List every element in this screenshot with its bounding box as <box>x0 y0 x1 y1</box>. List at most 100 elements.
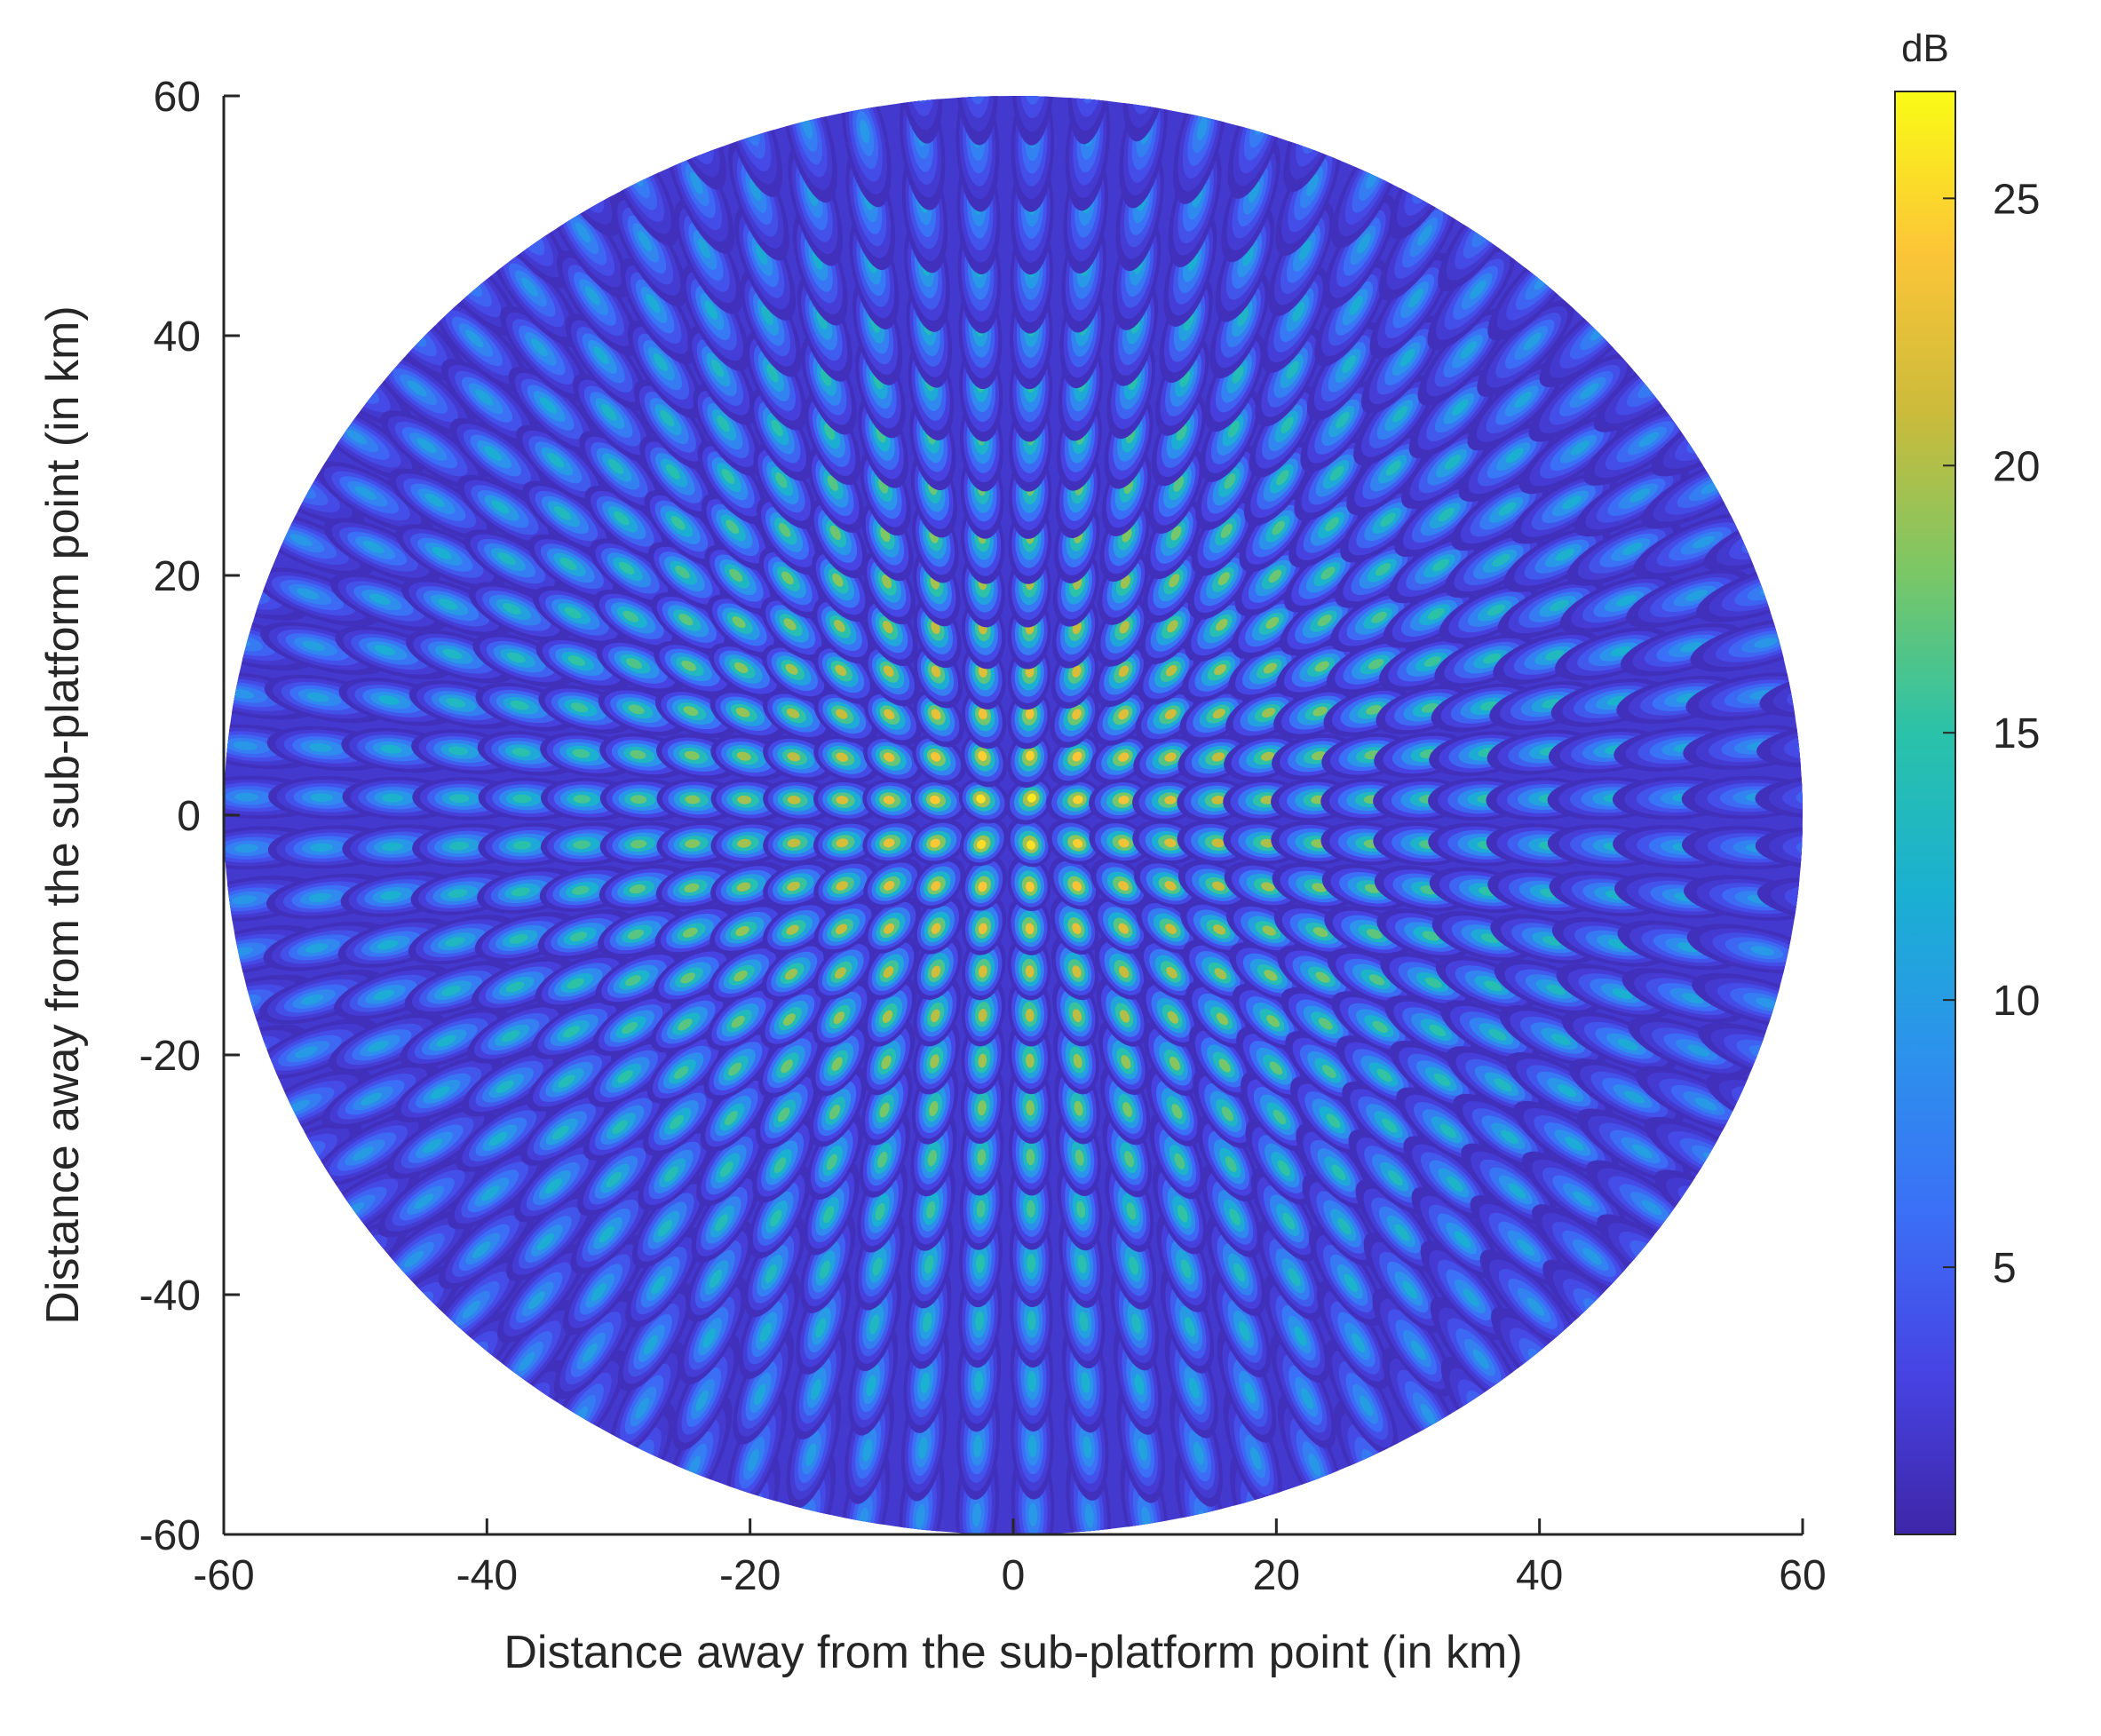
colorbar-tick-label: 10 <box>1993 978 2040 1025</box>
beam-ring <box>731 1015 745 1028</box>
beam-spot <box>472 633 575 687</box>
beam-ring <box>715 1214 728 1232</box>
beam-ring <box>908 40 930 90</box>
beam-ring <box>430 1086 450 1099</box>
beam-ring <box>1022 96 1045 105</box>
beam-spot <box>258 969 385 1025</box>
beam-spot <box>643 1077 722 1156</box>
beam-spot <box>562 1234 646 1336</box>
beam-ring <box>736 882 751 892</box>
beam-ring <box>501 1030 520 1042</box>
beam-ring <box>651 1275 666 1295</box>
beam-ring <box>310 843 333 852</box>
beam-spot <box>455 1096 556 1172</box>
beam-ring <box>617 1070 633 1083</box>
beam-ring <box>369 593 391 606</box>
beam-ring <box>735 925 749 937</box>
beam-spot <box>565 313 649 412</box>
beam-ring <box>462 1300 481 1319</box>
beam-spot <box>432 297 532 394</box>
x-tick-label: 20 <box>1253 1552 1300 1599</box>
beam-spot <box>490 242 582 348</box>
beam-ring <box>625 658 642 669</box>
beam-ring <box>653 353 668 372</box>
beam-spot <box>260 622 386 676</box>
beam-ring <box>1810 789 1859 805</box>
beam-spot <box>531 996 626 1059</box>
beam-ring <box>509 934 528 944</box>
beam-ring <box>234 844 258 853</box>
beam-spot <box>584 486 671 561</box>
beam-spot <box>579 431 664 514</box>
beam-spot <box>653 946 735 1004</box>
beam-spot <box>595 948 684 1006</box>
beam-ring <box>1796 785 1803 808</box>
beam-spot <box>520 1089 614 1166</box>
beam-ring <box>971 52 981 77</box>
beam-spot <box>638 1125 716 1211</box>
beam-ring <box>685 795 701 805</box>
beam-spot <box>328 1011 446 1074</box>
beam-spot <box>406 630 516 684</box>
beam-ring <box>436 1034 456 1047</box>
beam-ring <box>720 1161 733 1177</box>
beam-spot <box>393 1054 503 1122</box>
beam-ring <box>684 750 700 760</box>
beam-spot <box>625 1227 702 1328</box>
beam-ring <box>448 746 469 756</box>
beam-ring <box>628 704 645 715</box>
beam-ring <box>728 1062 742 1076</box>
beam-ring <box>1827 686 1853 698</box>
x-tick-label: 60 <box>1779 1552 1826 1599</box>
beam-ring <box>622 1021 638 1034</box>
beam-spot <box>508 367 601 456</box>
beam-spot <box>500 305 592 404</box>
beam-spot <box>577 1131 662 1217</box>
beam-ring <box>678 1019 693 1031</box>
beam-ring <box>638 230 653 252</box>
beam-ring <box>488 1131 508 1146</box>
beam-ring <box>606 1171 622 1188</box>
beam-ring <box>584 286 601 305</box>
beam-spot <box>535 636 631 691</box>
y-tick-label: 40 <box>154 313 201 361</box>
beam-spot <box>553 1290 638 1399</box>
beam-ring <box>416 438 437 454</box>
beam-spot <box>620 258 696 365</box>
beam-ring <box>643 1335 658 1355</box>
beam-spot <box>654 640 736 697</box>
beam-ring <box>737 838 752 848</box>
beam-ring <box>510 700 529 710</box>
beam-spot <box>333 964 452 1020</box>
beam-ring <box>512 840 532 850</box>
beam-spot <box>522 480 616 556</box>
beam-spot <box>388 468 497 543</box>
colorbar-tick-label: 15 <box>1993 710 2040 757</box>
beam-spot <box>506 1189 599 1281</box>
beam-ring <box>572 885 590 895</box>
beam-ring <box>518 1352 535 1372</box>
beam-ring <box>355 486 377 500</box>
y-tick-label: 60 <box>154 74 201 121</box>
beam-ring <box>646 293 661 313</box>
beam-spot <box>467 1001 569 1064</box>
beam-ring <box>481 1185 500 1201</box>
beam-ring <box>913 50 924 76</box>
beam-ring <box>345 429 368 445</box>
beam-spot <box>313 1111 431 1186</box>
beam-ring <box>702 1328 716 1348</box>
beam-ring <box>599 1225 614 1243</box>
beam-ring <box>1797 733 1803 757</box>
beam-ring <box>725 1111 738 1126</box>
beam-ring <box>539 397 557 414</box>
beam-ring <box>1800 679 1803 705</box>
beam-ring <box>234 792 259 802</box>
beam-ring <box>967 42 985 91</box>
beam-ring <box>678 614 694 626</box>
beam-ring <box>530 338 548 357</box>
beam-spot <box>428 1252 528 1352</box>
beam-ring <box>381 842 403 852</box>
colorbar-tick-label: 20 <box>1993 443 2040 490</box>
beam-ring <box>300 994 324 1005</box>
beam-ring <box>567 655 586 666</box>
